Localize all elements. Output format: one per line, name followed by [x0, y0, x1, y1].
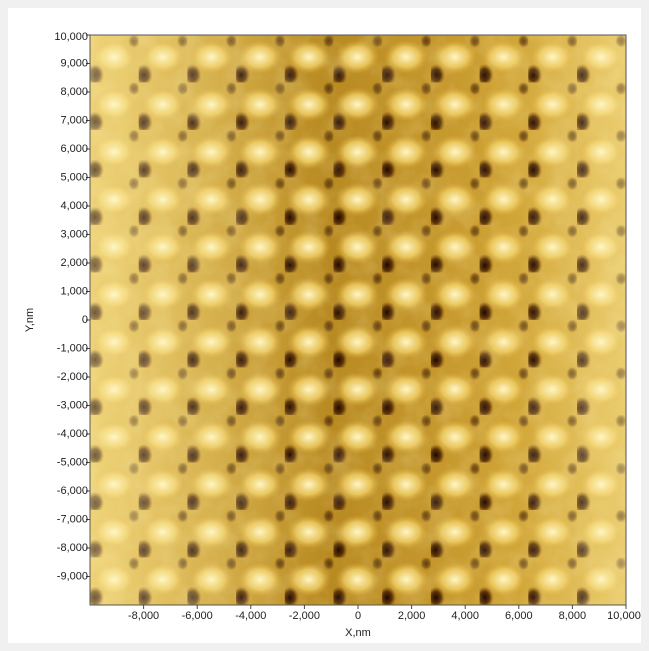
y-axis-label: Y,nm [24, 308, 36, 332]
y-tick-label: -1,000 [57, 342, 88, 354]
x-tick-label: 4,000 [451, 610, 479, 622]
scan-image [90, 35, 626, 605]
y-tick-label: -9,000 [57, 570, 88, 582]
x-tick-label: 2,000 [398, 610, 426, 622]
y-tick-label: -8,000 [57, 542, 88, 554]
y-tick-label: 8,000 [60, 86, 88, 98]
y-tick-label: 5,000 [60, 171, 88, 183]
x-tick-label: 8,000 [559, 610, 587, 622]
x-axis-label: X,nm [345, 627, 371, 639]
y-tick-label: -4,000 [57, 428, 88, 440]
x-tick-label: 10,000 [607, 610, 641, 622]
y-tick-label: -7,000 [57, 513, 88, 525]
x-tick-label: -4,000 [235, 610, 266, 622]
y-tick-label: -5,000 [57, 456, 88, 468]
x-tick-label: -2,000 [289, 610, 320, 622]
y-tick-label: 2,000 [60, 257, 88, 269]
y-tick-label: 0 [82, 314, 88, 326]
y-tick-label: 6,000 [60, 143, 88, 155]
y-tick-label: 3,000 [60, 228, 88, 240]
y-tick-label: 1,000 [60, 285, 88, 297]
y-tick-label: 10,000 [54, 31, 88, 43]
y-tick-label: 9,000 [60, 57, 88, 69]
x-tick-label: 6,000 [505, 610, 533, 622]
x-tick-label: -6,000 [182, 610, 213, 622]
y-tick-label: 7,000 [60, 114, 88, 126]
x-tick-label: -8,000 [128, 610, 159, 622]
x-tick-label: 0 [355, 610, 361, 622]
y-tick-label: -3,000 [57, 399, 88, 411]
y-tick-label: 4,000 [60, 200, 88, 212]
y-tick-label: -2,000 [57, 371, 88, 383]
y-tick-label: -6,000 [57, 485, 88, 497]
